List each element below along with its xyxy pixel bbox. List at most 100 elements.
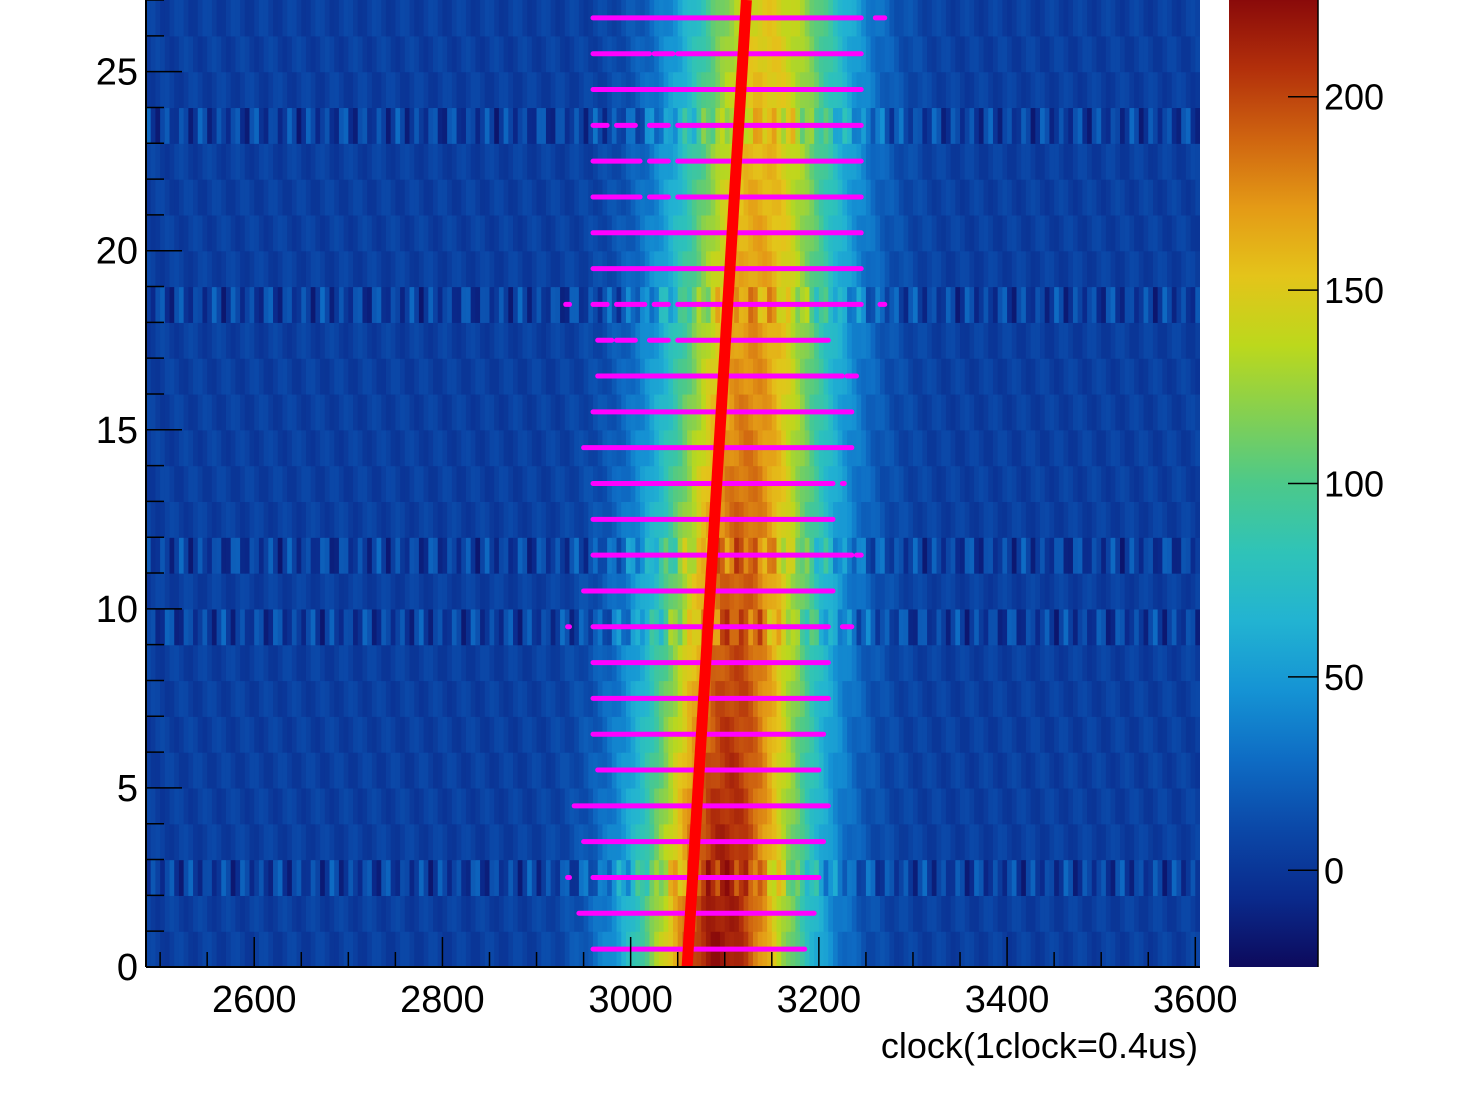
heatmap-cell	[898, 501, 905, 538]
heatmap-cell	[569, 179, 575, 216]
heatmap-cell	[484, 429, 491, 467]
heatmap-cell	[1120, 358, 1126, 395]
heatmap-cell	[1176, 358, 1182, 395]
heatmap-cell	[357, 250, 364, 288]
heatmap-cell	[498, 358, 505, 395]
heatmap-cell	[305, 429, 312, 467]
heatmap-cell	[146, 179, 152, 216]
heatmap-cell	[240, 143, 246, 180]
heatmap-cell	[164, 250, 171, 288]
heatmap-cell	[146, 214, 152, 252]
heatmap-cell	[1157, 179, 1163, 216]
heatmap-cell	[193, 859, 199, 896]
heatmap-cell	[442, 250, 448, 288]
heatmap-cell	[522, 393, 528, 431]
heatmap-cell	[310, 322, 316, 359]
heatmap-cell	[931, 931, 938, 967]
heatmap-cell	[178, 214, 185, 252]
heatmap-cell	[178, 179, 185, 216]
heatmap-cell	[475, 608, 481, 646]
heatmap-cell	[1040, 895, 1046, 932]
heatmap-cell	[522, 608, 528, 646]
heatmap-cell	[320, 214, 326, 252]
heatmap-cell	[1195, 895, 1200, 932]
heatmap-cell	[560, 644, 566, 682]
heatmap-cell	[414, 752, 420, 789]
heatmap-cell	[423, 823, 429, 861]
heatmap-cell	[475, 680, 481, 717]
heatmap-cell	[1105, 429, 1112, 467]
heatmap-cell	[851, 393, 858, 431]
heatmap-cell	[414, 429, 420, 467]
heatmap-cell	[282, 250, 288, 288]
heatmap-cell	[1157, 787, 1163, 825]
heatmap-cell	[1091, 250, 1098, 288]
heatmap-cell	[1176, 465, 1182, 502]
heatmap-cell	[1190, 286, 1196, 323]
heatmap-cell	[856, 752, 862, 789]
heatmap-cell	[536, 501, 542, 538]
heatmap-cell	[908, 573, 914, 610]
heatmap-cell	[310, 179, 316, 216]
heatmap-cell	[950, 716, 956, 753]
heatmap-cell	[588, 322, 594, 359]
heatmap-cell	[409, 680, 415, 717]
heatmap-cell	[941, 716, 947, 753]
heatmap-cell	[1171, 214, 1178, 252]
heatmap-cell	[917, 465, 923, 502]
heatmap-cell	[950, 859, 956, 896]
heatmap-cell	[338, 250, 345, 288]
heatmap-cell	[1068, 179, 1074, 216]
heatmap-cell	[258, 716, 265, 753]
heatmap-cell	[884, 823, 891, 861]
heatmap-cell	[922, 286, 928, 323]
heatmap-cell	[541, 429, 547, 467]
heatmap-cell	[517, 393, 524, 431]
heatmap-cell	[1124, 214, 1131, 252]
heatmap-cell	[842, 573, 848, 610]
heatmap-cell	[927, 358, 933, 395]
heatmap-cell	[174, 644, 180, 682]
heatmap-cell	[305, 286, 312, 323]
heatmap-cell	[376, 644, 382, 682]
heatmap-cell	[1115, 752, 1121, 789]
heatmap-cell	[183, 787, 189, 825]
heatmap-cell	[433, 393, 439, 431]
heatmap-cell	[898, 429, 905, 467]
heatmap-cell	[258, 823, 265, 861]
heatmap-cell	[193, 214, 199, 252]
heatmap-cell	[1096, 859, 1102, 896]
heatmap-cell	[964, 179, 971, 216]
heatmap-cell	[146, 644, 152, 682]
heatmap-cell	[301, 931, 307, 967]
heatmap-cell	[988, 931, 994, 967]
heatmap-cell	[1148, 322, 1154, 359]
heatmap-cell	[875, 214, 881, 252]
heatmap-cell	[193, 537, 199, 574]
heatmap-cell	[545, 608, 552, 646]
heatmap-cell	[409, 179, 415, 216]
heatmap-cell	[197, 286, 204, 323]
heatmap-cell	[310, 752, 316, 789]
heatmap-cell	[1021, 716, 1027, 753]
heatmap-cell	[903, 250, 909, 288]
heatmap-cell	[371, 895, 378, 932]
heatmap-cell	[1167, 823, 1173, 861]
heatmap-cell	[235, 214, 241, 252]
heatmap-cell	[1185, 644, 1192, 682]
heatmap-cell	[832, 680, 839, 717]
heatmap-cell	[343, 752, 349, 789]
heatmap-cell	[1030, 250, 1036, 288]
heatmap-cell	[343, 644, 349, 682]
heatmap-cell	[1049, 393, 1055, 431]
heatmap-cell	[211, 250, 218, 288]
heatmap-cell	[517, 179, 524, 216]
heatmap-cell	[1077, 393, 1083, 431]
heatmap-cell	[992, 573, 999, 610]
heatmap-cell	[235, 752, 241, 789]
heatmap-cell	[545, 680, 552, 717]
heatmap-cell	[150, 573, 157, 610]
heatmap-cell	[353, 931, 359, 967]
heatmap-cell	[442, 716, 448, 753]
heatmap-cell	[193, 823, 199, 861]
